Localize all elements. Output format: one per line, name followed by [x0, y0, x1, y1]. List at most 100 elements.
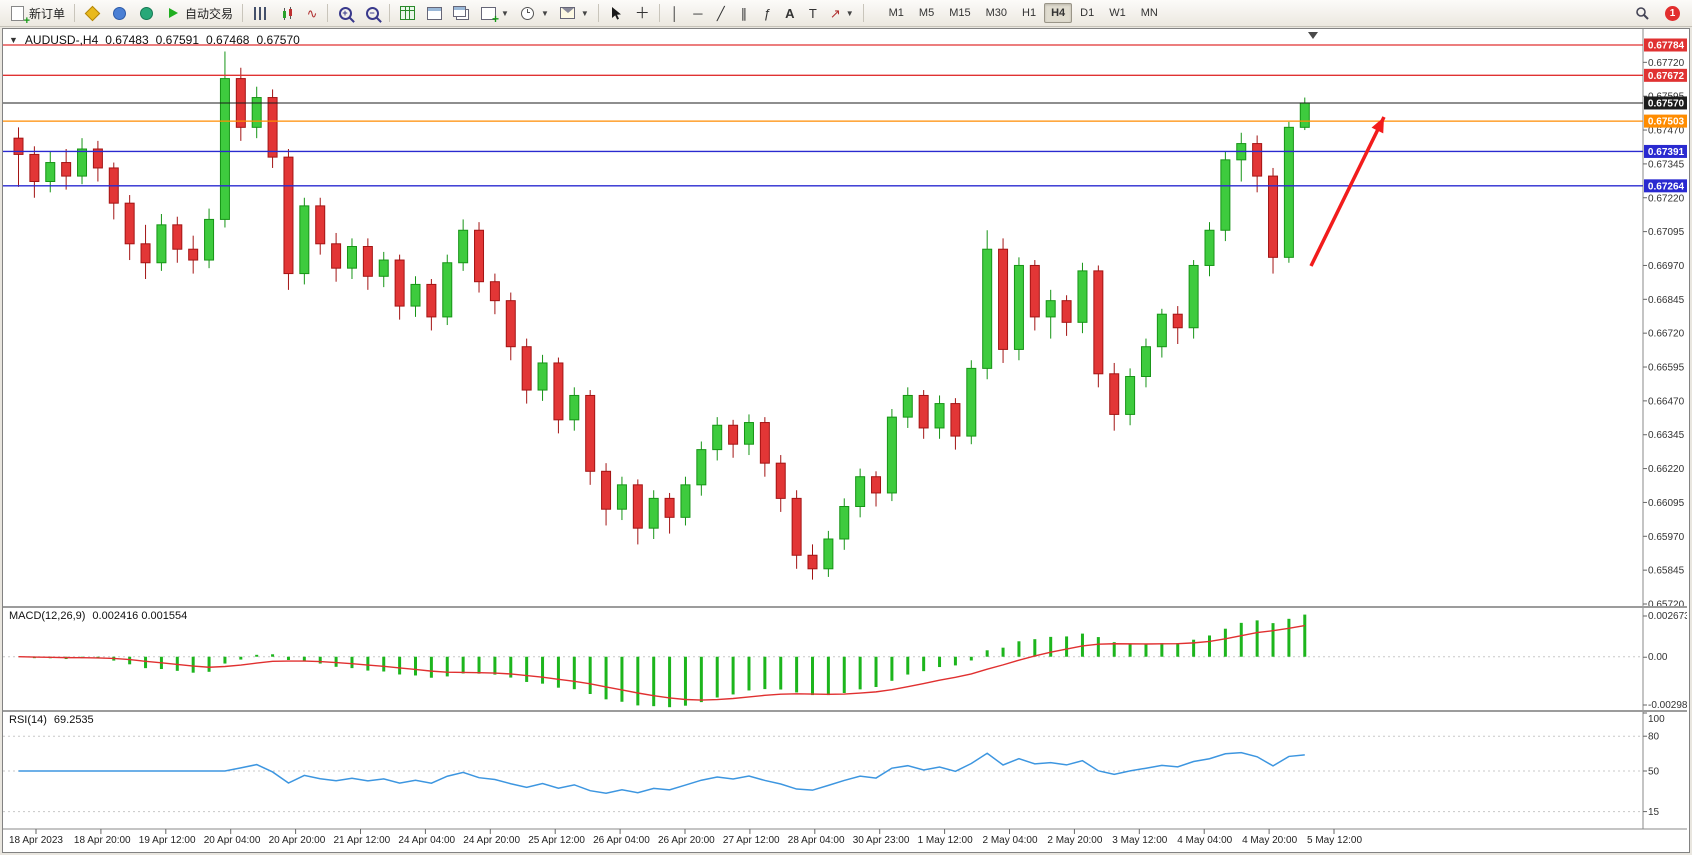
- search-icon: [1634, 5, 1650, 21]
- candlestick-chart-button[interactable]: [274, 2, 300, 24]
- line-chart-button[interactable]: ∿: [301, 2, 323, 24]
- autotrading-icon: [165, 5, 181, 21]
- periods-button[interactable]: ▼: [515, 2, 554, 24]
- timeframe-button-w1[interactable]: W1: [1102, 3, 1133, 23]
- price-tag: [1644, 38, 1687, 52]
- price-tag: [1644, 96, 1687, 110]
- toolbar-separator: [242, 4, 244, 22]
- timeframe-toolbar: M1 M5 M15 M30 H1 H4 D1 W1 MN: [882, 3, 1165, 23]
- timeframe-button-h1[interactable]: H1: [1015, 3, 1043, 23]
- timeframe-button-m30[interactable]: M30: [979, 3, 1014, 23]
- rsi-value: 69.2535: [53, 714, 94, 726]
- time-axis-label: 21 Apr 12:00: [334, 835, 391, 846]
- time-axis-label: 26 Apr 20:00: [658, 835, 715, 846]
- ohlc-close: 0.67570: [256, 33, 300, 47]
- svg-text:0.67503: 0.67503: [1648, 117, 1685, 128]
- zoom-out-button[interactable]: −: [359, 2, 385, 24]
- chart-window[interactable]: 0.677200.675950.674700.673450.672200.670…: [2, 28, 1690, 853]
- timeframe-button-h4[interactable]: H4: [1044, 3, 1073, 23]
- time-axis-label: 19 Apr 12:00: [139, 835, 196, 846]
- macd-scale-label: 0.00: [1648, 652, 1668, 663]
- price-tag: [1644, 179, 1687, 193]
- bar-chart-button[interactable]: [247, 2, 273, 24]
- chart-shift-marker[interactable]: [1308, 32, 1318, 39]
- text-label-icon: T: [808, 5, 817, 21]
- time-axis-label: 2 May 04:00: [983, 835, 1038, 846]
- rsi-scale-label: 80: [1648, 732, 1660, 743]
- timeframe-button-m1[interactable]: M1: [882, 3, 911, 23]
- rsi-pane-separator[interactable]: [3, 710, 1687, 712]
- timeframe-button-d1[interactable]: D1: [1073, 3, 1101, 23]
- templates-icon: [560, 5, 576, 21]
- price-tick-label: 0.67470: [1648, 126, 1685, 137]
- templates-button[interactable]: ▼: [555, 2, 594, 24]
- line-chart-icon: ∿: [306, 5, 318, 21]
- terminal-button[interactable]: [133, 2, 159, 24]
- new-chart-button[interactable]: ▼: [475, 2, 514, 24]
- tile-windows-icon: [426, 5, 442, 21]
- toolbar-separator: [862, 4, 864, 22]
- time-axis-label: 24 Apr 20:00: [463, 835, 520, 846]
- time-axis-label: 1 May 12:00: [918, 835, 973, 846]
- horizontal-line-button[interactable]: ─: [687, 2, 709, 24]
- fibonacci-button[interactable]: ƒ: [756, 2, 778, 24]
- text-label-button[interactable]: T: [802, 2, 824, 24]
- macd-histogram: [32, 614, 1307, 708]
- svg-text:0.67391: 0.67391: [1648, 147, 1685, 158]
- time-axis-label: 20 Apr 04:00: [204, 835, 261, 846]
- rsi-scale-label: 50: [1648, 767, 1660, 778]
- market-watch-button[interactable]: [79, 2, 105, 24]
- toolbar-separator: [389, 4, 391, 22]
- vertical-line-button[interactable]: │: [664, 2, 686, 24]
- price-tick-label: 0.65845: [1648, 566, 1685, 577]
- symbol-period-label: AUDUSD-,H4: [24, 33, 99, 47]
- profiles-button[interactable]: [394, 2, 420, 24]
- time-axis-label: 5 May 12:00: [1307, 835, 1362, 846]
- svg-text:0.67264: 0.67264: [1648, 181, 1685, 192]
- svg-text:0.67672: 0.67672: [1648, 71, 1685, 82]
- macd-name: MACD(12,26,9): [9, 610, 86, 622]
- chart-canvas[interactable]: 0.677200.675950.674700.673450.672200.670…: [3, 29, 1687, 850]
- time-axis-label: 30 Apr 23:00: [853, 835, 910, 846]
- arrows-button[interactable]: ↗ ▼: [825, 2, 859, 24]
- rsi-scale-label: 100: [1648, 714, 1665, 725]
- navigator-button[interactable]: [106, 2, 132, 24]
- cursor-button[interactable]: [603, 2, 629, 24]
- terminal-icon: [138, 5, 154, 21]
- macd-signal-line: [18, 624, 1305, 701]
- macd-pane-separator[interactable]: [3, 606, 1687, 608]
- new-order-icon: [9, 5, 25, 21]
- ohlc-high: 0.67591: [155, 33, 200, 47]
- time-axis-label: 2 May 20:00: [1047, 835, 1102, 846]
- trendline-button[interactable]: ╱: [710, 2, 732, 24]
- notification-badge[interactable]: 1: [1665, 5, 1680, 21]
- chart-collapse-icon[interactable]: ▼: [9, 35, 18, 45]
- svg-text:0.67784: 0.67784: [1648, 41, 1685, 52]
- toolbar-right-group: 1: [1629, 2, 1688, 24]
- tile-windows-button[interactable]: [421, 2, 447, 24]
- crosshair-button[interactable]: ＋: [630, 2, 655, 24]
- timeframe-button-m5[interactable]: M5: [912, 3, 941, 23]
- timeframe-button-m15[interactable]: M15: [942, 3, 977, 23]
- search-button[interactable]: [1629, 2, 1655, 24]
- timeframe-button-mn[interactable]: MN: [1134, 3, 1165, 23]
- price-tick-label: 0.66970: [1648, 261, 1685, 272]
- autotrading-button[interactable]: 自动交易: [160, 2, 238, 24]
- trend-arrow[interactable]: [1309, 116, 1386, 267]
- candlestick-chart-icon: [279, 5, 295, 21]
- new-order-label: 新订单: [29, 6, 66, 21]
- new-order-button[interactable]: 新订单: [4, 2, 70, 24]
- price-tag: [1644, 144, 1687, 158]
- crosshair-icon: ＋: [634, 4, 650, 22]
- bar-chart-icon: [252, 5, 268, 21]
- cascade-windows-button[interactable]: [448, 2, 474, 24]
- channel-button[interactable]: ∥: [733, 2, 755, 24]
- price-tick-label: 0.66470: [1648, 396, 1685, 407]
- text-button[interactable]: A: [779, 2, 801, 24]
- dropdown-arrow-icon: ▼: [501, 8, 509, 18]
- zoom-in-button[interactable]: +: [332, 2, 358, 24]
- price-tick-label: 0.67345: [1648, 159, 1685, 170]
- ohlc-open: 0.67483: [105, 33, 149, 47]
- toolbar-separator: [597, 4, 599, 22]
